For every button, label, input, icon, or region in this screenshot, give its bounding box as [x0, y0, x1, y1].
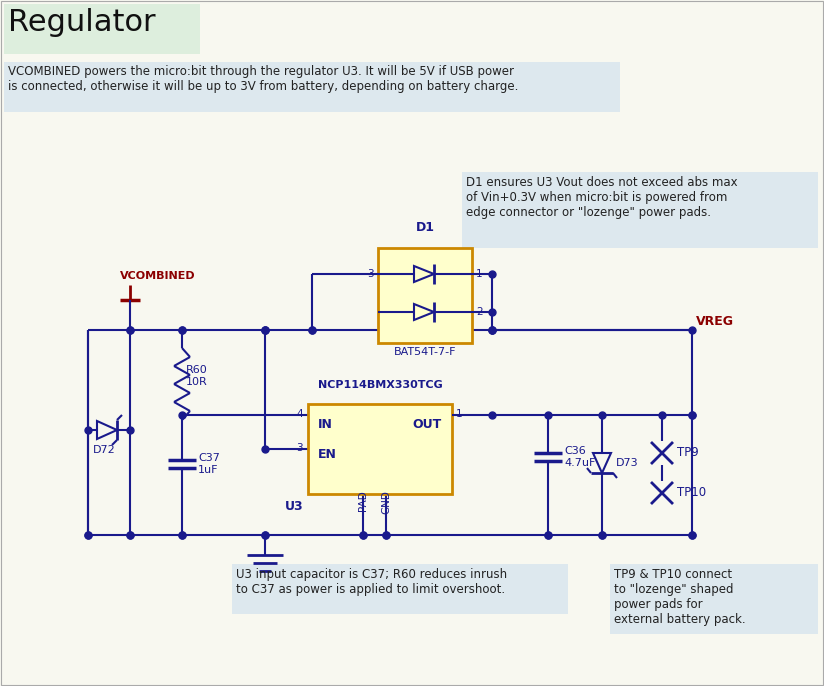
Text: 1: 1 — [456, 409, 462, 419]
Text: TP9 & TP10 connect
to "lozenge" shaped
power pads for
external battery pack.: TP9 & TP10 connect to "lozenge" shaped p… — [614, 568, 746, 626]
Bar — [232, 564, 568, 614]
Text: U3 input capacitor is C37; R60 reduces inrush
to C37 as power is applied to limi: U3 input capacitor is C37; R60 reduces i… — [236, 568, 507, 596]
Bar — [610, 564, 818, 634]
Text: D1 ensures U3 Vout does not exceed abs max
of Vin+0.3V when micro:bit is powered: D1 ensures U3 Vout does not exceed abs m… — [466, 176, 737, 219]
Text: GND: GND — [381, 490, 391, 514]
Text: BAT54T-7-F: BAT54T-7-F — [394, 347, 456, 357]
Text: VCOMBINED powers the micro:bit through the regulator U3. It will be 5V if USB po: VCOMBINED powers the micro:bit through t… — [8, 65, 518, 93]
Text: EN: EN — [318, 447, 337, 460]
Text: D72: D72 — [92, 445, 115, 455]
Text: VREG: VREG — [696, 315, 734, 328]
Bar — [308, 404, 452, 494]
Text: 1: 1 — [476, 269, 483, 279]
Text: Regulator: Regulator — [8, 8, 156, 37]
Text: NCP114BMX330TCG: NCP114BMX330TCG — [317, 380, 442, 390]
Text: D1: D1 — [415, 221, 434, 234]
Text: C36
4.7uF: C36 4.7uF — [564, 446, 596, 468]
Bar — [462, 172, 818, 248]
Text: R60
10R: R60 10R — [186, 365, 208, 387]
Text: 3: 3 — [297, 443, 303, 453]
Bar — [4, 4, 200, 54]
Text: TP9: TP9 — [677, 447, 699, 460]
Text: 4: 4 — [297, 409, 303, 419]
Bar — [4, 62, 620, 112]
Text: OUT: OUT — [413, 418, 442, 431]
Text: IN: IN — [318, 418, 333, 431]
Text: U3: U3 — [284, 500, 303, 513]
Text: 2: 2 — [476, 307, 483, 317]
Text: 3: 3 — [368, 269, 374, 279]
Text: PAD: PAD — [358, 490, 368, 511]
Text: D73: D73 — [616, 458, 639, 468]
Text: VCOMBINED: VCOMBINED — [120, 271, 195, 281]
Text: TP10: TP10 — [677, 486, 706, 499]
Bar — [378, 248, 472, 343]
Text: C37
1uF: C37 1uF — [198, 453, 220, 475]
